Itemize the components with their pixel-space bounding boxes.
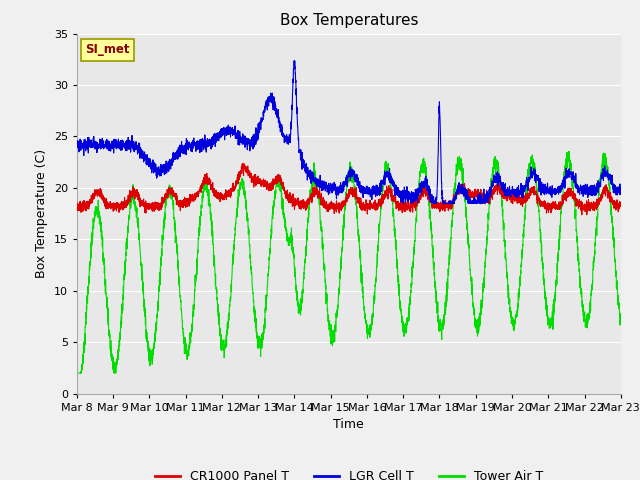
Legend: CR1000 Panel T, LGR Cell T, Tower Air T: CR1000 Panel T, LGR Cell T, Tower Air T <box>150 465 548 480</box>
Title: Box Temperatures: Box Temperatures <box>280 13 418 28</box>
Text: SI_met: SI_met <box>85 43 129 56</box>
Y-axis label: Box Temperature (C): Box Temperature (C) <box>35 149 48 278</box>
X-axis label: Time: Time <box>333 418 364 431</box>
